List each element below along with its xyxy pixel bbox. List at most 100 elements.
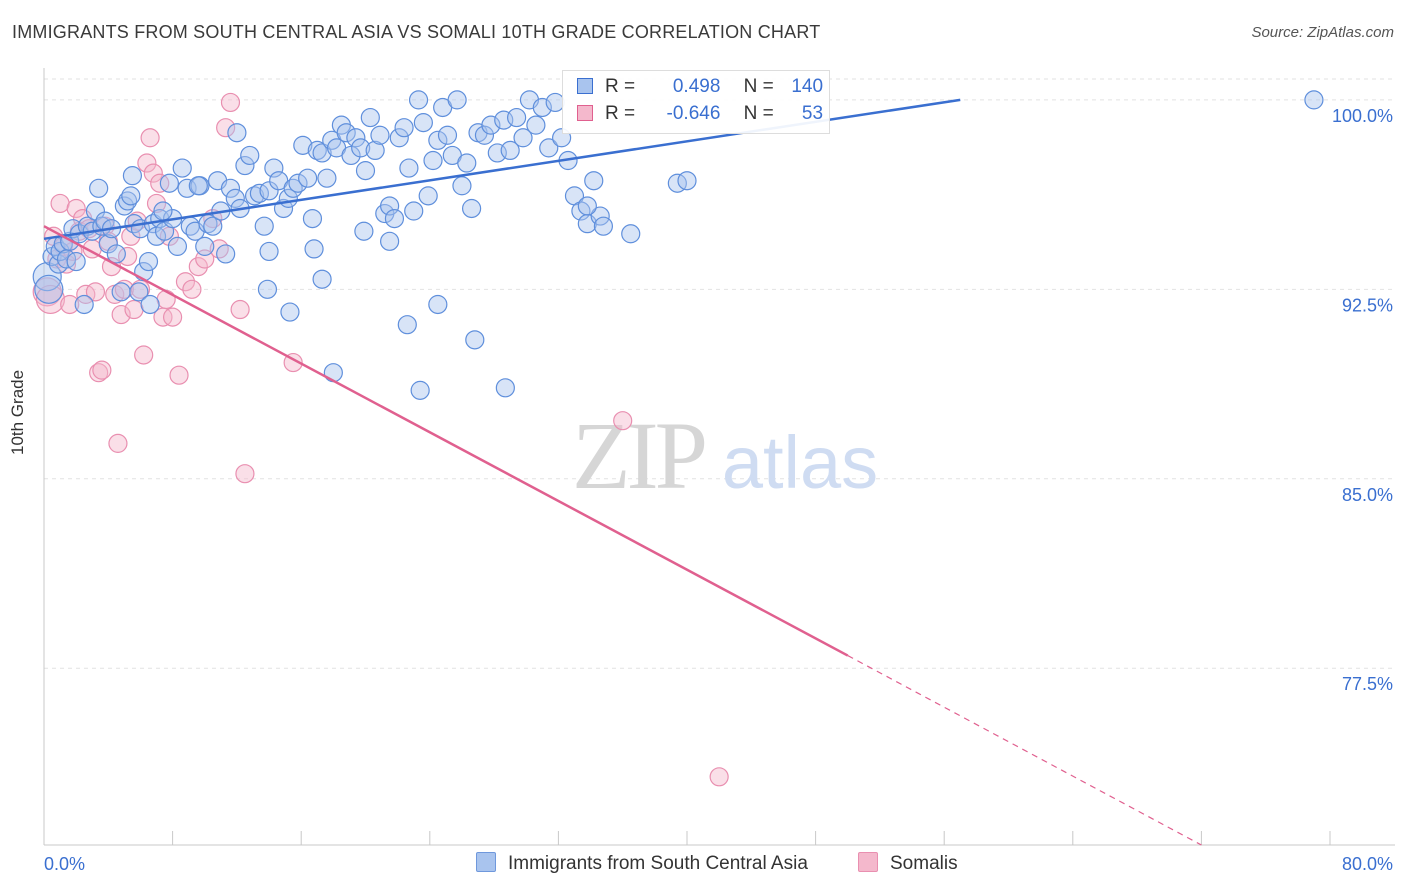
data-point-asia xyxy=(117,191,138,211)
data-point-asia xyxy=(298,168,318,188)
data-point-somali xyxy=(175,272,196,292)
data-point-somali xyxy=(60,294,80,315)
legend-r-value: 0.498 xyxy=(672,76,721,97)
data-point-somali xyxy=(150,173,170,193)
data-point-asia xyxy=(410,380,430,400)
data-point-asia xyxy=(380,231,400,251)
data-point-asia xyxy=(404,201,424,221)
legend-row-asia: R = 0.498 N = 140 xyxy=(577,76,823,100)
chart-title: IMMIGRANTS FROM SOUTH CENTRAL ASIA VS SO… xyxy=(12,22,821,42)
data-point-asia xyxy=(423,150,443,171)
data-point-asia xyxy=(584,171,604,191)
legend-n-value: 53 xyxy=(801,103,824,124)
data-point-asia xyxy=(336,123,356,143)
legend-r-label: R = xyxy=(605,103,636,124)
data-point-somali xyxy=(124,299,144,320)
y-tick-label: 92.5% xyxy=(1342,295,1393,315)
data-point-somali xyxy=(143,163,163,183)
data-point-somali xyxy=(146,193,167,214)
data-point-somali xyxy=(92,360,112,380)
data-point-asia xyxy=(167,236,188,256)
data-point-asia xyxy=(225,188,245,208)
data-point-asia xyxy=(539,138,559,158)
trend-line-somali xyxy=(43,225,849,657)
data-point-asia xyxy=(140,294,160,315)
data-point-asia xyxy=(302,209,323,229)
data-point-somali xyxy=(134,345,154,365)
data-point-asia xyxy=(74,294,94,315)
data-point-asia xyxy=(34,274,64,304)
data-point-somali xyxy=(66,198,86,219)
data-point-asia xyxy=(240,145,260,166)
data-point-asia xyxy=(437,125,458,145)
data-point-asia xyxy=(355,161,376,181)
data-point-asia xyxy=(365,140,385,161)
legend-row-somali: R = -0.646 N = 53 xyxy=(577,103,823,127)
data-point-asia xyxy=(457,153,477,173)
trend-line-somali-extension xyxy=(847,655,1202,846)
data-point-asia xyxy=(227,123,247,143)
data-point-somali xyxy=(188,256,208,277)
data-point-asia xyxy=(394,118,414,138)
data-point-somali xyxy=(209,239,229,259)
data-point-somali xyxy=(111,304,131,325)
data-point-asia xyxy=(264,158,284,178)
data-point-somali xyxy=(613,411,633,431)
legend-label-somali: Somalis xyxy=(890,853,958,874)
data-point-asia xyxy=(203,216,223,236)
data-point-asia xyxy=(312,143,332,163)
data-point-somali xyxy=(220,92,241,113)
data-point-asia xyxy=(507,107,527,128)
data-point-somali xyxy=(117,246,138,267)
legend-n-value: 140 xyxy=(791,76,824,97)
data-point-asia xyxy=(474,125,495,145)
data-point-asia xyxy=(354,221,374,241)
data-point-asia xyxy=(495,378,515,398)
watermark-atlas: atlas xyxy=(722,421,878,504)
watermark: ZIP atlas xyxy=(572,402,878,509)
data-point-asia xyxy=(220,178,241,198)
data-point-asia xyxy=(138,251,159,272)
legend-r-label: R = xyxy=(605,76,636,97)
data-point-asia xyxy=(428,130,448,150)
data-point-somali xyxy=(137,153,157,173)
y-tick-labels: 77.5% 85.0% 92.5% 100.0% xyxy=(1332,106,1393,694)
data-point-asia xyxy=(360,107,380,128)
data-point-asia xyxy=(526,115,546,135)
axes xyxy=(43,68,1395,846)
data-point-asia xyxy=(259,181,279,201)
data-point-asia xyxy=(216,244,236,264)
data-point-asia xyxy=(188,176,208,196)
data-point-asia xyxy=(571,201,591,221)
data-point-asia xyxy=(1304,90,1324,110)
data-point-asia xyxy=(89,178,109,198)
data-point-asia xyxy=(408,90,429,110)
data-point-asia xyxy=(121,186,141,206)
data-point-asia xyxy=(452,176,472,196)
legend-label-asia: Immigrants from South Central Asia xyxy=(508,853,808,874)
data-point-asia xyxy=(389,128,409,148)
data-point-somali xyxy=(140,128,160,148)
data-point-asia xyxy=(66,251,86,272)
data-point-asia xyxy=(593,216,614,236)
data-point-asia xyxy=(465,330,485,350)
data-point-asia xyxy=(577,196,597,216)
data-point-asia xyxy=(351,138,371,158)
data-point-asia xyxy=(312,269,332,289)
data-point-somali xyxy=(163,307,183,327)
legend-n-label: N = xyxy=(743,76,774,97)
data-point-somali xyxy=(114,279,134,299)
legend-swatch-blue xyxy=(577,78,593,94)
data-point-somali xyxy=(230,299,250,320)
data-point-asia xyxy=(677,171,697,191)
y-axis-label: 10th Grade xyxy=(8,369,27,455)
data-point-asia xyxy=(288,173,308,193)
data-point-asia xyxy=(341,145,361,166)
data-point-asia xyxy=(111,282,131,302)
x-tick-labels: 0.0% 80.0% xyxy=(44,854,1393,874)
data-point-somali xyxy=(156,289,176,310)
data-point-somali xyxy=(89,363,109,383)
data-point-asia xyxy=(481,115,501,135)
data-point-somali xyxy=(32,277,62,307)
legend-n-label: N = xyxy=(743,103,774,124)
